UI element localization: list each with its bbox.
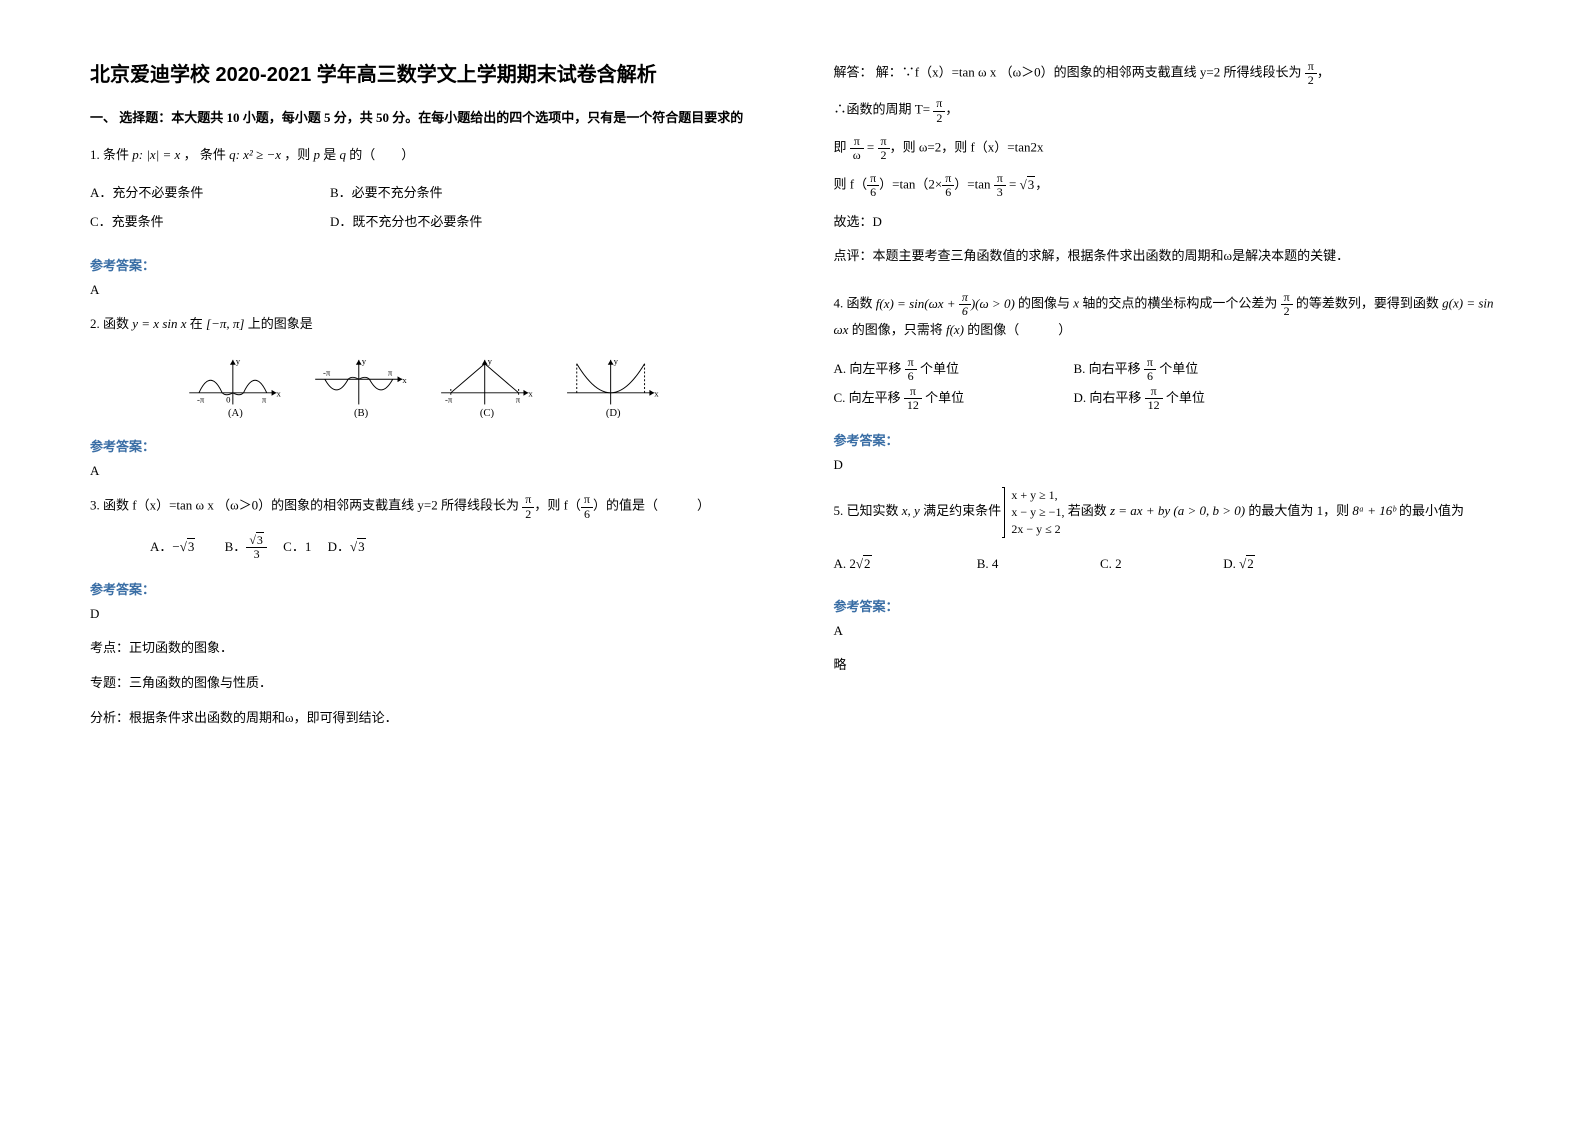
q5-extra: 略 bbox=[834, 653, 1498, 678]
left-column: 北京爱迪学校 2020-2021 学年高三数学文上学期期末试卷含解析 一、 选择… bbox=[90, 60, 754, 1082]
q2-answer: A bbox=[90, 463, 754, 479]
q2-graph-c: x y -π π (C) bbox=[441, 356, 533, 418]
q3-text-3: ）的值是（ ） bbox=[593, 498, 710, 513]
q5-opt-b: B. 4 bbox=[977, 550, 1097, 579]
q4-options: A. 向左平移 π6 个单位 B. 向右平移 π6 个单位 C. 向左平移 π1… bbox=[834, 355, 1498, 412]
svg-text:(A): (A) bbox=[228, 408, 243, 418]
q5-opt-c: C. 2 bbox=[1100, 550, 1220, 579]
q5-cases: x + y ≥ 1,x − y ≥ −1,2x − y ≤ 2 bbox=[1004, 487, 1064, 537]
svg-text:x: x bbox=[528, 389, 533, 399]
q1-options: A．充分不必要条件 B．必要不充分条件 C．充要条件 D．既不充分也不必要条件 bbox=[90, 179, 754, 236]
q1-opt-a: A．充分不必要条件 bbox=[90, 179, 330, 208]
q3-jieda-2: ∴函数的周期 T= π2， bbox=[834, 97, 1498, 124]
q2-stem: 2. 函数 y = x sin x 在 [−π, π] 上的图象是 bbox=[90, 312, 754, 337]
section-1-heading: 一、 选择题：本大题共 10 小题，每小题 5 分，共 50 分。在每小题给出的… bbox=[90, 108, 754, 129]
q1-opt-c: C．充要条件 bbox=[90, 208, 330, 237]
svg-text:y: y bbox=[488, 356, 493, 366]
q3-opt-b: B．33 bbox=[225, 539, 267, 554]
q2-domain: [−π, π] bbox=[206, 316, 244, 331]
q3-jieda-3: 即 πω = π2，则 ω=2，则 f（x）=tan2x bbox=[834, 135, 1498, 162]
q4-opt-d: D. 向右平移 π12 个单位 bbox=[1074, 384, 1314, 413]
q2-fx: y = x sin x bbox=[132, 316, 186, 331]
svg-text:x: x bbox=[402, 375, 407, 385]
exam-title: 北京爱迪学校 2020-2021 学年高三数学文上学期期末试卷含解析 bbox=[90, 60, 754, 90]
q3-jieda-4: 则 f（π6）=tan（2×π6）=tan π3 = 3， bbox=[834, 172, 1498, 199]
q1-text-4: 是 bbox=[320, 147, 340, 162]
q2-graph-a: x y 0 -π π (A) bbox=[189, 356, 281, 418]
q2-graph-b: x y -π π (B) bbox=[315, 356, 407, 418]
q4-opt-c: C. 向左平移 π12 个单位 bbox=[834, 384, 1074, 413]
q1-opt-d: D．既不充分也不必要条件 bbox=[330, 208, 570, 237]
q1-cond-q: q: x² ≥ −x bbox=[229, 147, 281, 162]
svg-text:(B): (B) bbox=[354, 408, 369, 418]
q5-stem: 5. 已知实数 x, y 满足约束条件 x + y ≥ 1,x − y ≥ −1… bbox=[834, 487, 1498, 537]
q3-opt-d: D．3 bbox=[328, 538, 366, 554]
svg-text:x: x bbox=[654, 389, 659, 399]
svg-text:x: x bbox=[276, 389, 281, 399]
q1-answer: A bbox=[90, 282, 754, 298]
q2-graph-d: x y (D) bbox=[567, 356, 659, 418]
svg-text:π: π bbox=[516, 395, 521, 405]
svg-text:(D): (D) bbox=[606, 408, 621, 418]
q1-text-2: ， 条件 bbox=[180, 147, 229, 162]
q3-text-2: ，则 f（ bbox=[534, 498, 581, 513]
q4-answer-label: 参考答案： bbox=[834, 430, 1498, 449]
q5-opt-d: D. 2 bbox=[1223, 555, 1255, 571]
svg-text:-π: -π bbox=[445, 395, 453, 405]
right-column: 解答： 解：∵f（x）=tan ω x （ω＞0）的图象的相邻两支截直线 y=2… bbox=[834, 60, 1498, 1082]
q5-opt-a: A. 22 bbox=[834, 550, 974, 579]
q3-guxuan: 故选：D bbox=[834, 210, 1498, 235]
q3-dianping: 点评：本题主要考查三角函数值的求解，根据条件求出函数的周期和ω是解决本题的关键． bbox=[834, 244, 1498, 269]
svg-text:π: π bbox=[388, 368, 393, 378]
q3-kaodian: 考点：正切函数的图象． bbox=[90, 636, 754, 661]
q3-answer: D bbox=[90, 606, 754, 622]
q1-opt-b: B．必要不充分条件 bbox=[330, 179, 570, 208]
q3-zhuanti: 专题：三角函数的图像与性质． bbox=[90, 671, 754, 696]
svg-text:-π: -π bbox=[323, 368, 331, 378]
q2-text-2: 在 bbox=[187, 316, 207, 331]
q4-stem: 4. 函数 f(x) = sin(ωx + π6)(ω > 0) 的图像与 x … bbox=[834, 291, 1498, 343]
q1-answer-label: 参考答案： bbox=[90, 255, 754, 274]
q1-text-5: 的（ ） bbox=[346, 147, 414, 162]
q1-text-3: ，则 bbox=[281, 147, 314, 162]
q3-stem: 3. 函数 f（x）=tan ω x （ω＞0）的图象的相邻两支截直线 y=2 … bbox=[90, 493, 754, 520]
q3-text-1: 3. 函数 f（x）=tan ω x （ω＞0）的图象的相邻两支截直线 y=2 … bbox=[90, 498, 522, 513]
q3-frac-2: π6 bbox=[581, 493, 593, 520]
svg-text:y: y bbox=[236, 356, 241, 366]
q2-answer-label: 参考答案： bbox=[90, 436, 754, 455]
q4-opt-a: A. 向左平移 π6 个单位 bbox=[834, 355, 1074, 384]
q5-answer: A bbox=[834, 623, 1498, 639]
q2-graph-options: x y 0 -π π (A) x y -π π (B) x y -π π bbox=[90, 356, 754, 418]
q3-answer-label: 参考答案： bbox=[90, 579, 754, 598]
q1-text-1: 1. 条件 bbox=[90, 147, 132, 162]
q3-jieda-1: 解答： 解：∵f（x）=tan ω x （ω＞0）的图象的相邻两支截直线 y=2… bbox=[834, 60, 1498, 87]
svg-text:π: π bbox=[262, 395, 267, 405]
q2-text-3: 上的图象是 bbox=[244, 316, 312, 331]
q3-fenxi: 分析：根据条件求出函数的周期和ω，即可得到结论． bbox=[90, 706, 754, 731]
svg-text:y: y bbox=[614, 356, 619, 366]
q5-options: A. 22 B. 4 C. 2 D. 2 bbox=[834, 550, 1498, 579]
q1-stem: 1. 条件 p: |x| = x ， 条件 q: x² ≥ −x ，则 p 是 … bbox=[90, 143, 754, 168]
q2-text-1: 2. 函数 bbox=[90, 316, 132, 331]
q3-options: A．−3 B．33 C．1 D．3 bbox=[90, 533, 754, 562]
q3-opt-c: C．1 bbox=[283, 539, 311, 554]
q4-answer: D bbox=[834, 457, 1498, 473]
q5-answer-label: 参考答案： bbox=[834, 596, 1498, 615]
q3-opt-a: A．−3 bbox=[150, 538, 195, 554]
svg-text:y: y bbox=[362, 356, 367, 366]
q1-cond-p: p: |x| = x bbox=[132, 147, 180, 162]
q3-frac-1: π2 bbox=[522, 493, 534, 520]
svg-text:-π: -π bbox=[197, 395, 205, 405]
q4-opt-b: B. 向右平移 π6 个单位 bbox=[1074, 355, 1314, 384]
svg-text:0: 0 bbox=[226, 395, 231, 405]
svg-text:(C): (C) bbox=[480, 408, 495, 418]
